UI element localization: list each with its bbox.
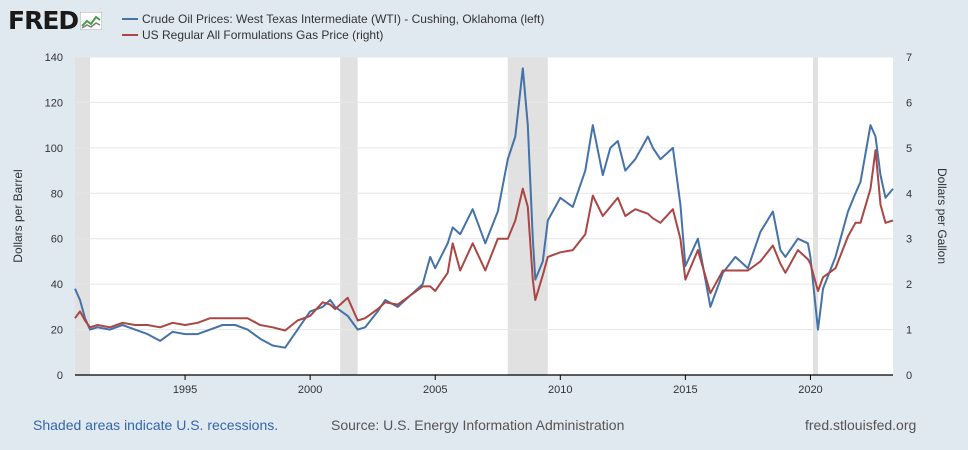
x-tick-label: 2005 xyxy=(423,384,447,396)
chart-trend-icon xyxy=(80,11,103,30)
legend-label-gas: US Regular All Formulations Gas Price (r… xyxy=(142,28,384,42)
line-chart: 0 20 40 60 80 100 120 140 0 1 2 3 4 5 6 7 1995 2000 2005 20… xyxy=(11,52,949,396)
recession-band-0 xyxy=(75,57,91,375)
y-left-tick-label: 100 xyxy=(45,143,63,155)
x-tick-label: 2015 xyxy=(673,384,697,396)
source-text: Source: U.S. Energy Information Administ… xyxy=(331,417,625,433)
x-tick-label: 2010 xyxy=(548,384,572,396)
chart-legend: Crude Oil Prices: West Texas Intermediat… xyxy=(122,11,544,43)
y-right-tick-label: 4 xyxy=(906,188,912,200)
y-axis-left-title: Dollars per Barrel xyxy=(11,169,25,262)
y-right-tick-label: 2 xyxy=(906,279,912,291)
y-right-tick-label: 7 xyxy=(906,52,912,64)
recession-band-1 xyxy=(340,57,358,375)
recession-note-link[interactable]: Shaded areas indicate U.S. recessions. xyxy=(33,417,279,433)
y-right-tick-label: 5 xyxy=(906,143,912,155)
fred-logo-text: FRED xyxy=(8,6,79,35)
legend-swatch-wti xyxy=(122,18,138,20)
y-left-tick-label: 60 xyxy=(51,234,63,246)
y-right-tick-label: 6 xyxy=(906,97,912,109)
legend-item-wti[interactable]: Crude Oil Prices: West Texas Intermediat… xyxy=(122,11,544,27)
y-left-tick-label: 0 xyxy=(57,370,63,382)
recession-band-3 xyxy=(812,57,818,375)
y-left-tick-label: 40 xyxy=(51,279,63,291)
site-link[interactable]: fred.stlouisfed.org xyxy=(805,417,917,433)
y-left-tick-label: 140 xyxy=(45,52,63,64)
legend-label-wti: Crude Oil Prices: West Texas Intermediat… xyxy=(142,12,545,26)
y-left-tick-label: 20 xyxy=(51,325,63,337)
legend-item-gas[interactable]: US Regular All Formulations Gas Price (r… xyxy=(122,27,544,43)
x-tick-label: 1995 xyxy=(173,384,197,396)
x-tick-label: 2000 xyxy=(298,384,322,396)
plot-area xyxy=(75,57,893,375)
series-line-wti xyxy=(74,67,894,349)
x-tick-label: 2020 xyxy=(798,384,822,396)
y-left-tick-label: 80 xyxy=(51,188,63,200)
y-right-tick-label: 0 xyxy=(906,370,912,382)
y-axis-right-title: Dollars per Gallon xyxy=(935,168,949,264)
series-line-gas xyxy=(74,149,894,332)
y-right-tick-label: 1 xyxy=(906,325,912,337)
legend-swatch-gas xyxy=(122,34,138,36)
fred-logo[interactable]: FRED xyxy=(8,6,103,35)
y-left-tick-label: 120 xyxy=(45,97,63,109)
y-right-tick-label: 3 xyxy=(906,234,912,246)
